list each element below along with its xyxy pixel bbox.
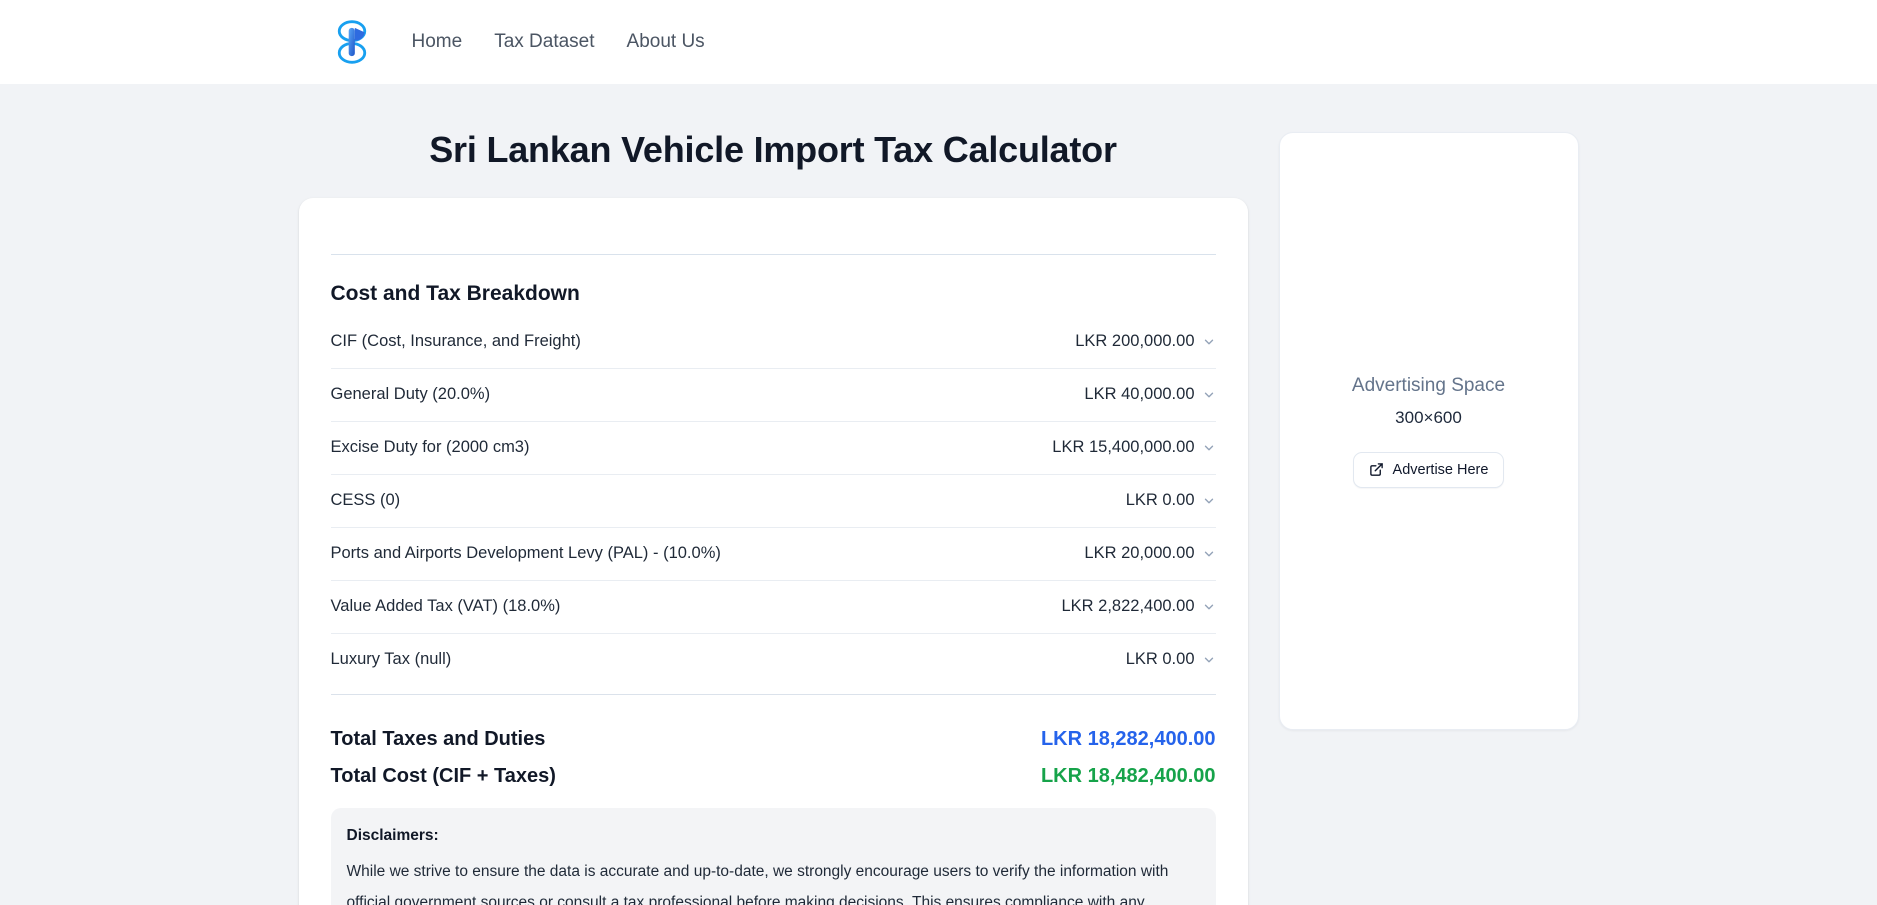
external-link-icon [1369, 462, 1384, 477]
totals-divider [330, 694, 1216, 695]
chevron-down-icon [1202, 494, 1216, 508]
breakdown-row-value: LKR 0.00 [1125, 491, 1195, 509]
chevron-down-icon [1202, 547, 1216, 561]
breakdown-row-value: LKR 20,000.00 [1084, 544, 1195, 562]
chevron-down-icon [1202, 335, 1216, 349]
advertise-here-label: Advertise Here [1392, 461, 1489, 478]
breakdown-row-label: Excise Duty for (2000 cm3) [330, 438, 530, 456]
hourglass-p-brand-logo-icon [335, 19, 369, 65]
breakdown-row-value: LKR 40,000.00 [1084, 385, 1195, 403]
breakdown-row: Value Added Tax (VAT) (18.0%) LKR 2,822,… [330, 581, 1216, 634]
chevron-down-icon [1202, 653, 1216, 667]
totals-section: Total Taxes and Duties LKR 18,282,400.00… [331, 728, 1216, 788]
breakdown-row-value-dropdown[interactable]: LKR 200,000.00 [1075, 332, 1215, 351]
breakdown-row-label: CIF (Cost, Insurance, and Freight) [330, 332, 581, 350]
advertise-here-button[interactable]: Advertise Here [1352, 451, 1505, 488]
breakdown-row: Ports and Airports Development Levy (PAL… [330, 528, 1216, 581]
breakdown-row-label: Luxury Tax (null) [330, 650, 452, 668]
nav-links: Home Tax Dataset About Us [412, 31, 705, 53]
total-row: Total Taxes and Duties LKR 18,282,400.00 [331, 728, 1216, 751]
total-row-value: LKR 18,282,400.00 [1040, 728, 1216, 750]
breakdown-row: Luxury Tax (null) LKR 0.00 [331, 634, 1216, 686]
nav-link-about-us[interactable]: About Us [626, 31, 705, 52]
breakdown-row-value-dropdown[interactable]: LKR 0.00 [1126, 650, 1216, 669]
breakdown-row-value: LKR 15,400,000.00 [1052, 438, 1195, 456]
ad-space-dimensions: 300×600 [1395, 407, 1462, 427]
disclaimer-box: Disclaimers: While we strive to ensure t… [330, 808, 1216, 905]
chevron-down-icon [1202, 388, 1216, 402]
breakdown-row-label: CESS (0) [330, 491, 401, 509]
breakdown-row-value-dropdown[interactable]: LKR 0.00 [1126, 491, 1216, 510]
disclaimer-text: While we strive to ensure the data is ac… [346, 863, 1169, 905]
chevron-down-icon [1202, 441, 1216, 455]
total-row-value: LKR 18,482,400.00 [1040, 765, 1216, 787]
total-row-label: Total Taxes and Duties [330, 728, 546, 750]
breakdown-row-value: LKR 200,000.00 [1075, 332, 1195, 350]
advertising-card: Advertising Space 300×600 Advertise Here [1278, 132, 1579, 730]
breakdown-row-label: General Duty (20.0%) [330, 385, 491, 403]
card-top-divider [330, 254, 1216, 255]
breakdown-row: Excise Duty for (2000 cm3) LKR 15,400,00… [330, 422, 1216, 475]
breakdown-row-value-dropdown[interactable]: LKR 2,822,400.00 [1061, 597, 1215, 616]
breakdown-row-value-dropdown[interactable]: LKR 20,000.00 [1084, 544, 1215, 563]
breakdown-row-value: LKR 0.00 [1125, 650, 1195, 668]
breakdown-row-value-dropdown[interactable]: LKR 15,400,000.00 [1052, 438, 1215, 457]
disclaimer-title: Disclaimers: [346, 827, 439, 844]
top-navbar: Home Tax Dataset About Us [0, 0, 1877, 84]
total-row-label: Total Cost (CIF + Taxes) [330, 765, 556, 787]
breakdown-row-value-dropdown[interactable]: LKR 40,000.00 [1084, 385, 1215, 404]
breakdown-row-label: Ports and Airports Development Levy (PAL… [330, 544, 721, 562]
calculator-result-card: Cost and Tax Breakdown CIF (Cost, Insura… [298, 198, 1248, 905]
breakdown-row-label: Value Added Tax (VAT) (18.0%) [330, 597, 561, 615]
breakdown-heading: Cost and Tax Breakdown [330, 282, 580, 305]
chevron-down-icon [1202, 600, 1216, 614]
nav-link-home[interactable]: Home [411, 31, 463, 52]
breakdown-row: CIF (Cost, Insurance, and Freight) LKR 2… [330, 316, 1216, 369]
breakdown-row-value: LKR 2,822,400.00 [1061, 597, 1195, 615]
nav-link-tax-dataset[interactable]: Tax Dataset [494, 31, 595, 52]
page-title: Sri Lankan Vehicle Import Tax Calculator [429, 129, 1117, 170]
total-row: Total Cost (CIF + Taxes) LKR 18,482,400.… [331, 765, 1216, 788]
ad-space-title: Advertising Space [1351, 374, 1506, 396]
breakdown-rows: CIF (Cost, Insurance, and Freight) LKR 2… [330, 316, 1216, 686]
breakdown-row: CESS (0) LKR 0.00 [330, 475, 1216, 528]
brand-logo-link[interactable] [335, 19, 369, 65]
breakdown-row: General Duty (20.0%) LKR 40,000.00 [330, 369, 1216, 422]
